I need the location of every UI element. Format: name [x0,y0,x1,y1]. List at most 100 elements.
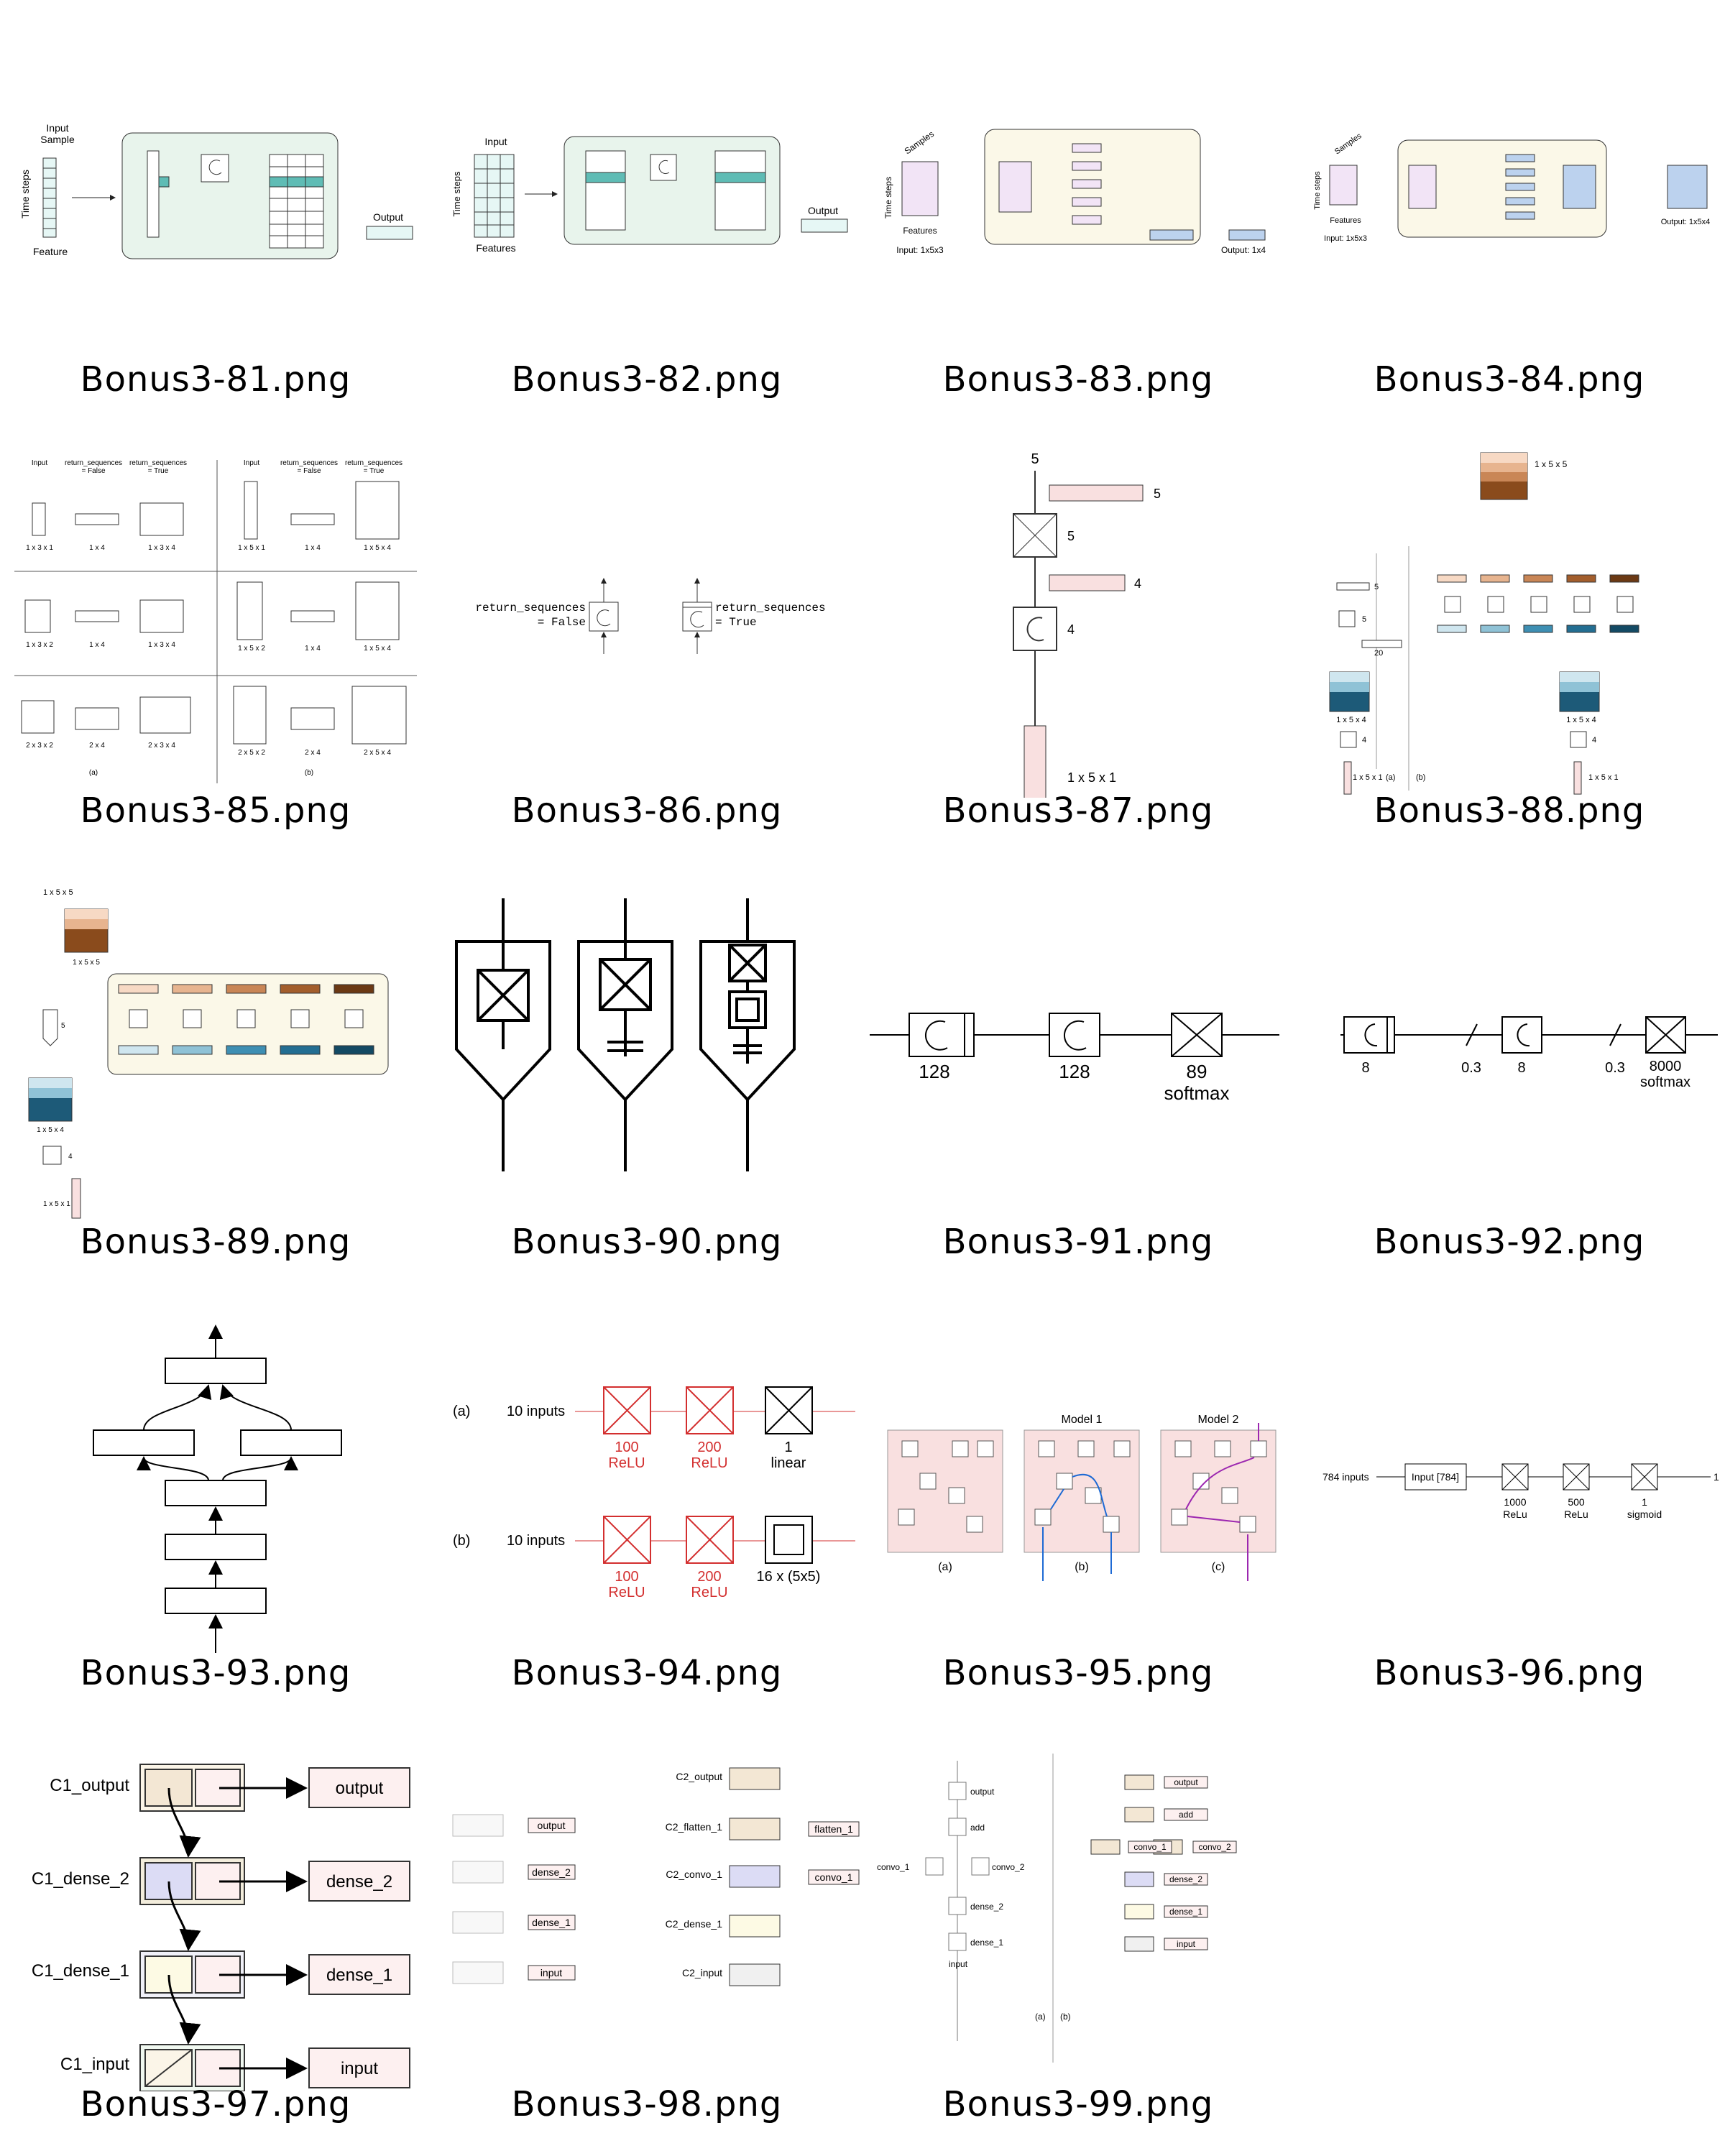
svg-text:1 x 3 x 4: 1 x 3 x 4 [148,544,175,552]
figure-84: Samples Time steps Features Input: 1x5x3… [1294,0,1725,431]
svg-text:1 x 4: 1 x 4 [89,544,105,552]
caption: Bonus3-94.png [511,1653,783,1693]
figure-94: (a) (b) 10 inputs 10 inputs 100 ReLU 200 R… [431,1294,862,1725]
svg-text:Output: 1x4: Output: 1x4 [1221,245,1266,255]
svg-text:1: 1 [784,1439,792,1455]
svg-text:(a): (a) [1035,2012,1046,2022]
svg-text:128: 128 [1059,1061,1090,1082]
svg-text:200: 200 [697,1439,721,1455]
caption: Bonus3-92.png [1374,1222,1645,1262]
svg-text:1 x 5 x 1: 1 x 5 x 1 [1353,773,1383,782]
svg-text:2 x 3 x 4: 2 x 3 x 4 [148,742,175,750]
svg-text:return_sequences: return_sequences [129,459,187,467]
svg-text:dense_2: dense_2 [532,1866,571,1878]
svg-text:C1_dense_1: C1_dense_1 [32,1961,129,1981]
svg-text:dense_1: dense_1 [1169,1907,1202,1917]
svg-text:(a): (a) [938,1561,952,1573]
figure-95: Model 1 Model 2 (a) (b) (c) Bonus3-95.pn… [862,1294,1294,1725]
caption: Bonus3-97.png [80,2084,351,2124]
diagram-87: 5 5 5 4 4 1 x 5 x 1 [1013,451,1161,798]
svg-text:1 x 5 x 5: 1 x 5 x 5 [1535,459,1568,469]
diagram-83: Samples Time steps Features Input: 1x5x3… [883,129,1266,255]
diagram-82: Input Time steps Features Output [451,136,848,254]
svg-text:add: add [970,1823,985,1833]
svg-text:ReLu: ReLu [1564,1508,1588,1520]
svg-text:Features: Features [1330,216,1361,225]
figure-92: 8 0.3 8 0.3 8000 softmax Bonus3-92.png [1294,862,1725,1294]
svg-text:Features: Features [903,226,937,236]
svg-text:1 x 5 x 5: 1 x 5 x 5 [43,888,73,897]
svg-text:1: 1 [1642,1496,1647,1508]
svg-text:Samples: Samples [1333,132,1363,157]
caption: Bonus3-91.png [942,1222,1214,1262]
svg-text:1 x 5 x 4: 1 x 5 x 4 [364,645,391,653]
svg-text:0.3: 0.3 [1461,1060,1481,1076]
svg-text:(b): (b) [1060,2012,1071,2022]
svg-text:(a): (a) [89,769,98,777]
svg-text:10 inputs: 10 inputs [507,1533,565,1549]
svg-text:dense_2: dense_2 [1169,1874,1202,1884]
svg-text:5: 5 [1362,615,1366,624]
figure-91: 128 128 89 softmax Bonus3-91.png [862,862,1294,1294]
svg-text:convo_1: convo_1 [815,1871,853,1883]
caption: Bonus3-87.png [942,791,1214,831]
svg-text:dense_2: dense_2 [970,1902,1003,1912]
figure-86: return_sequences = False return_sequence… [431,431,862,862]
svg-text:return_sequences: return_sequences [475,602,586,614]
svg-text:Time steps: Time steps [883,177,893,218]
svg-text:convo_1: convo_1 [877,1862,910,1872]
svg-text:20: 20 [1374,649,1383,658]
figure-90: Bonus3-90.png [431,862,862,1294]
svg-text:5: 5 [61,1022,65,1030]
svg-text:2 x 5 x 4: 2 x 5 x 4 [364,749,391,757]
svg-text:Time steps: Time steps [451,171,462,217]
svg-text:2 x 4: 2 x 4 [89,742,105,750]
svg-text:ReLU: ReLU [608,1585,645,1600]
svg-text:Samples: Samples [903,129,936,156]
svg-text:Input [784]: Input [784] [1412,1471,1459,1483]
svg-text:16 x (5x5): 16 x (5x5) [757,1569,821,1585]
svg-text:(a): (a) [1386,773,1395,782]
caption: Bonus3-96.png [1374,1653,1645,1693]
svg-text:5: 5 [1067,529,1075,543]
svg-text:input: input [1177,1939,1196,1949]
svg-text:Sample: Sample [40,134,75,145]
svg-text:8000: 8000 [1650,1059,1682,1074]
svg-text:1: 1 [1714,1471,1719,1483]
svg-text:8: 8 [1517,1060,1525,1076]
svg-text:128: 128 [919,1061,949,1082]
diagram-97: C1_output C1_dense_2 C1_dense_1 C1_input… [32,1764,410,2091]
svg-text:Features: Features [476,242,515,254]
figure-85: Input return_sequences = False return_seq… [0,431,431,862]
svg-text:784 inputs: 784 inputs [1322,1471,1369,1483]
svg-text:(a): (a) [453,1404,470,1419]
figure-97: C1_output C1_dense_2 C1_dense_1 C1_input… [0,1725,431,2156]
diagram-81: Input Sample Time steps Feature Output [19,122,413,259]
svg-text:Input: Input [32,459,47,467]
svg-text:Feature: Feature [33,246,68,257]
svg-text:100: 100 [615,1569,638,1585]
svg-text:= False: = False [81,467,106,475]
svg-text:1 x 4: 1 x 4 [305,544,321,552]
svg-text:Time steps: Time steps [1313,171,1322,210]
svg-text:output: output [970,1787,995,1797]
svg-text:add: add [1179,1810,1193,1820]
svg-text:C2_flatten_1: C2_flatten_1 [666,1821,723,1833]
figure-89: 1 x 5 x 5 1 x 5 x 5 5 1 x 5 x 4 4 1 x 5 … [0,862,431,1294]
svg-text:ReLU: ReLU [691,1455,727,1471]
svg-text:dense_2: dense_2 [326,1872,392,1892]
caption: Bonus3-88.png [1374,791,1645,831]
svg-text:(c): (c) [1212,1561,1225,1573]
svg-text:(b): (b) [453,1533,470,1549]
diagram-86: return_sequences = False return_sequence… [475,578,826,654]
caption: Bonus3-82.png [511,359,783,400]
svg-text:Output: Output [808,205,838,216]
svg-text:return_sequences: return_sequences [345,459,402,467]
caption: Bonus3-85.png [80,791,351,831]
svg-text:C2_input: C2_input [682,1967,722,1978]
svg-text:Input: 1x5x3: Input: 1x5x3 [1324,234,1367,243]
svg-text:0.3: 0.3 [1605,1060,1625,1076]
svg-text:= True: = True [364,467,385,475]
